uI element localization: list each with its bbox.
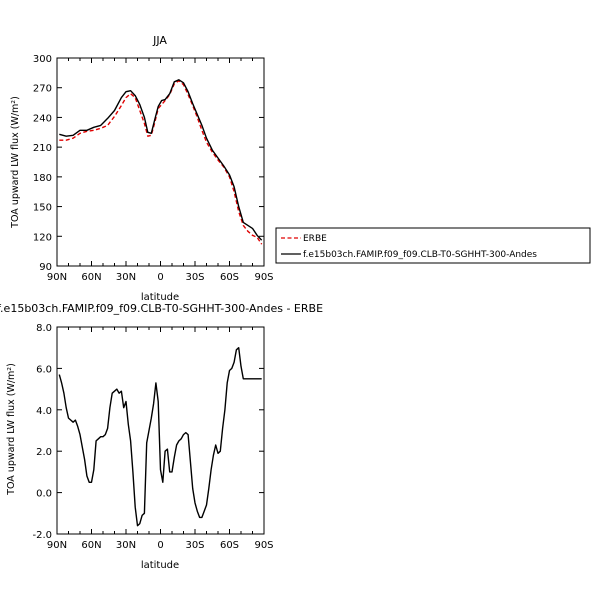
bottom-chart-title: f.e15b03ch.FAMIP.f09_f09.CLB-T0-SGHHT-30…	[0, 302, 323, 315]
bottom-x-tick-label: 30N	[116, 540, 136, 551]
bottom-panel: f.e15b03ch.FAMIP.f09_f09.CLB-T0-SGHHT-30…	[0, 302, 323, 571]
top-y-tick-label: 270	[33, 84, 52, 95]
top-y-tick-label: 120	[33, 232, 52, 243]
top-y-tick-label: 300	[33, 54, 52, 65]
top-x-tick-label: 30N	[116, 272, 136, 283]
bottom-x-tick-label: 30S	[185, 540, 204, 551]
top-x-tick-label: 0	[157, 272, 163, 283]
bottom-y-tick-label: 6.0	[36, 364, 52, 375]
top-y-axis-label: TOA upward LW flux (W/m²)	[10, 96, 21, 229]
legend-box	[275, 227, 591, 264]
legend: ERBE f.e15b03ch.FAMIP.f09_f09.CLB-T0-SGH…	[275, 227, 591, 264]
top-chart-title: JJA	[152, 34, 167, 47]
top-x-tick-label: 60S	[220, 272, 239, 283]
bottom-y-tick-label: -2.0	[32, 530, 52, 541]
bottom-plot-frame	[56, 326, 265, 535]
bottom-x-axis-label: latitude	[141, 560, 179, 571]
legend-model-label: f.e15b03ch.FAMIP.f09_f09.CLB-T0-SGHHT-30…	[303, 250, 537, 260]
bottom-x-tick-label: 90N	[47, 540, 67, 551]
bottom-x-tick-label: 60S	[220, 540, 239, 551]
top-x-axis-label: latitude	[141, 292, 179, 303]
bottom-x-tick-label: 90S	[254, 540, 273, 551]
bottom-x-tick-label: 0	[157, 540, 163, 551]
top-x-tick-label: 90N	[47, 272, 67, 283]
top-x-tick-label: 30S	[185, 272, 204, 283]
bottom-y-tick-label: 4.0	[36, 406, 52, 417]
top-x-tick-label: 90S	[254, 272, 273, 283]
top-x-tick-label: 60N	[81, 272, 101, 283]
top-panel: JJA TOA upward LW flux (W/m²) latitude 9…	[10, 34, 274, 303]
top-plot-frame	[56, 57, 265, 267]
top-series-erbe-line	[59, 80, 263, 245]
top-y-tick-label: 180	[33, 173, 52, 184]
bottom-y-tick-label: 0.0	[36, 489, 52, 500]
bottom-y-axis-label: TOA upward LW flux (W/m²)	[6, 363, 17, 496]
top-y-tick-label: 210	[33, 143, 52, 154]
top-y-tick-label: 150	[33, 203, 52, 214]
bottom-y-tick-label: 8.0	[36, 323, 52, 334]
top-y-tick-label: 90	[39, 262, 52, 273]
bottom-x-tick-label: 60N	[81, 540, 101, 551]
bottom-y-tick-label: 2.0	[36, 447, 52, 458]
top-series-model-line	[59, 79, 263, 241]
bottom-series-difference-line	[58, 347, 262, 527]
top-y-tick-label: 240	[33, 113, 52, 124]
legend-erbe-label: ERBE	[303, 234, 327, 244]
